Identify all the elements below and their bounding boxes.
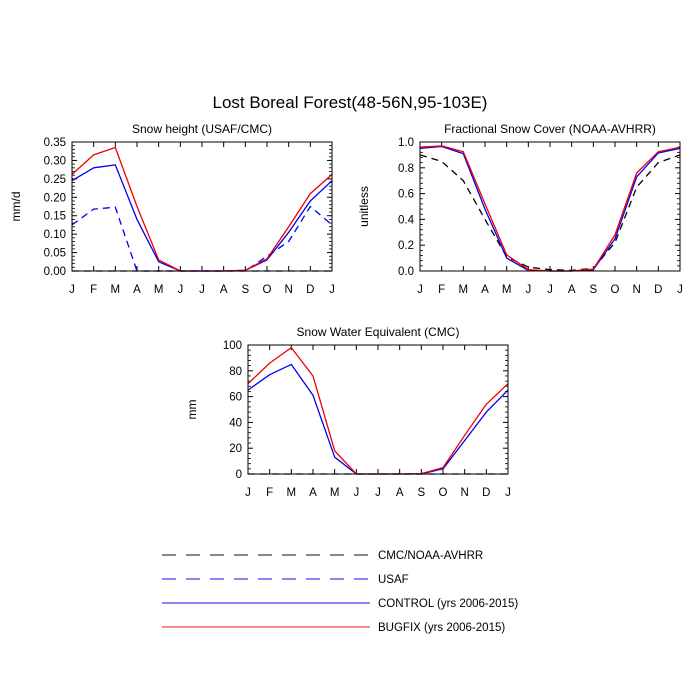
chart-panel-2: Fractional Snow Cover (NOAA-AVHRR) unitle… — [357, 122, 683, 296]
series-line-bugfix-yrs-2006-2015 — [419, 145, 681, 272]
y-tick-label: 20 — [229, 443, 242, 455]
x-tick-label: M — [459, 284, 469, 296]
x-tick-label: A — [220, 284, 228, 296]
y-axis-label: unitless — [357, 186, 371, 227]
x-tick-label: J — [505, 487, 511, 499]
series-line-cmc-noaa-avhrr — [419, 154, 681, 272]
x-tick-label: O — [611, 284, 620, 296]
x-tick-label: J — [677, 284, 683, 296]
x-tick-label: A — [396, 487, 404, 499]
plot-frame — [247, 344, 509, 475]
y-axis-label: mm/d — [9, 192, 23, 222]
x-tick-label: M — [154, 284, 164, 296]
y-tick-label: 40 — [229, 417, 242, 429]
y-tick-label: 0.00 — [44, 266, 66, 278]
y-tick-label: 80 — [229, 366, 242, 378]
y-tick-label: 0.10 — [44, 229, 66, 241]
x-tick-label: J — [547, 284, 553, 296]
y-tick-label: 0.30 — [44, 155, 66, 167]
x-tick-label: F — [90, 284, 97, 296]
legend-label: USAF — [378, 574, 409, 586]
y-tick-label: 0.2 — [398, 240, 414, 252]
x-tick-label: J — [353, 487, 359, 499]
y-tick-label: 100 — [223, 340, 242, 352]
y-tick-label: 0.8 — [398, 163, 414, 175]
x-tick-label: J — [525, 284, 531, 296]
legend-item: BUGFIX (yrs 2006-2015) — [162, 622, 505, 634]
chart-title: Snow height (USAF/CMC) — [132, 122, 272, 136]
x-tick-label: M — [111, 284, 121, 296]
legend-item: CMC/NOAA-AVHRR — [162, 550, 483, 562]
x-tick-label: F — [438, 284, 445, 296]
y-axis-label: mm — [185, 400, 199, 420]
series-line-control-yrs-2006-2015 — [247, 363, 509, 475]
y-tick-label: 0.0 — [398, 266, 414, 278]
y-tick-label: 0.35 — [44, 137, 66, 149]
x-tick-label: O — [439, 487, 448, 499]
x-tick-label: O — [263, 284, 272, 296]
x-tick-label: J — [417, 284, 423, 296]
x-tick-label: D — [654, 284, 662, 296]
x-tick-label: N — [285, 284, 293, 296]
x-tick-label: D — [306, 284, 314, 296]
x-tick-label: N — [633, 284, 641, 296]
y-tick-label: 0.20 — [44, 192, 66, 204]
x-tick-label: J — [199, 284, 205, 296]
chart-title: Fractional Snow Cover (NOAA-AVHRR) — [444, 122, 656, 136]
x-tick-label: J — [329, 284, 335, 296]
series-line-usaf — [71, 205, 333, 272]
x-tick-label: M — [330, 487, 340, 499]
x-tick-label: A — [133, 284, 141, 296]
x-tick-label: D — [482, 487, 490, 499]
x-tick-label: S — [241, 284, 249, 296]
x-tick-label: J — [375, 487, 381, 499]
x-tick-label: J — [177, 284, 183, 296]
x-tick-label: N — [461, 487, 469, 499]
y-tick-label: 0.4 — [398, 214, 415, 226]
series-line-control-yrs-2006-2015 — [71, 164, 333, 272]
legend: CMC/NOAA-AVHRR USAF CONTROL (yrs 2006-2015… — [162, 550, 518, 634]
legend-item: CONTROL (yrs 2006-2015) — [162, 598, 518, 610]
plot-frame — [71, 141, 333, 272]
x-tick-label: A — [309, 487, 317, 499]
y-tick-label: 0.6 — [398, 189, 414, 201]
x-tick-label: S — [589, 284, 597, 296]
figure-title: Lost Boreal Forest(48-56N,95-103E) — [213, 93, 488, 112]
chart-panel-3: Snow Water Equivalent (CMC) mm 0 20 40 60 80 10… — [185, 325, 511, 499]
legend-label: BUGFIX (yrs 2006-2015) — [378, 622, 505, 634]
chart-title: Snow Water Equivalent (CMC) — [297, 325, 460, 339]
series-line-control-yrs-2006-2015 — [419, 145, 681, 272]
y-tick-label: 0 — [236, 469, 242, 481]
x-tick-label: A — [568, 284, 576, 296]
x-tick-label: J — [245, 487, 251, 499]
plot-frame — [419, 141, 681, 272]
x-tick-label: M — [287, 487, 297, 499]
y-tick-label: 0.15 — [44, 211, 66, 223]
x-tick-label: A — [481, 284, 489, 296]
x-tick-label: F — [266, 487, 273, 499]
x-tick-label: M — [502, 284, 512, 296]
x-tick-label: S — [417, 487, 425, 499]
y-tick-label: 0.25 — [44, 174, 66, 186]
legend-label: CMC/NOAA-AVHRR — [378, 550, 483, 562]
legend-label: CONTROL (yrs 2006-2015) — [378, 598, 518, 610]
x-tick-label: J — [69, 284, 75, 296]
chart-panel-1: Snow height (USAF/CMC) mm/d 0.00 0.05 0.10 0.… — [9, 122, 335, 296]
y-tick-label: 0.05 — [44, 248, 66, 260]
y-tick-label: 1.0 — [398, 137, 414, 149]
legend-item: USAF — [162, 574, 409, 586]
y-tick-label: 60 — [229, 392, 242, 404]
